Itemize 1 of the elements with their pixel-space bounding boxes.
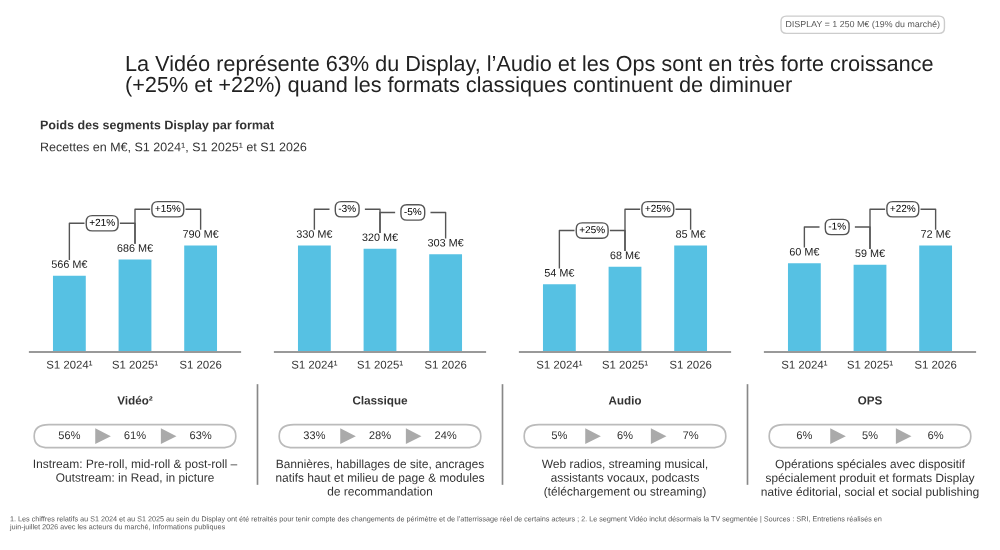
text: La Vidéo représente 63% du Display, l’Audio et les Ops sont en très forte croissance (+25% et +22%) quand les formats classiques continuent de diminuer [126, 55, 933, 97]
